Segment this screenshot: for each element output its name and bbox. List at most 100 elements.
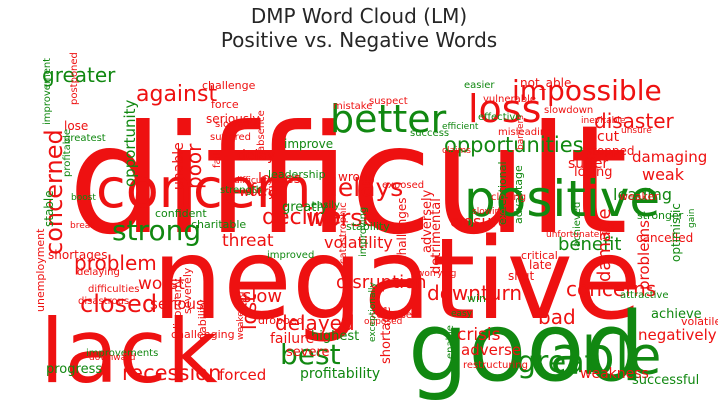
word-losing: losing — [574, 165, 612, 180]
word-mistake: mistake — [333, 101, 372, 112]
word-profitability: profitability — [300, 366, 380, 382]
word-forced: forced — [219, 366, 266, 384]
word-damaging: damaging — [632, 148, 707, 166]
word-highest: highest — [311, 329, 359, 344]
word-against: against — [136, 82, 217, 107]
word-adverse: adverse — [461, 341, 521, 359]
word-shortage: shortage — [379, 306, 394, 364]
word-poor: poor — [182, 143, 206, 189]
word-concerned: concerned — [40, 129, 68, 255]
word-delay: delay — [237, 148, 275, 164]
word-delayed: delayed — [275, 311, 355, 335]
word-bad: bad — [538, 305, 576, 329]
word-inevitable: inevitable — [581, 116, 626, 126]
word-recession: recession — [122, 361, 221, 385]
word-success: success — [410, 128, 449, 139]
word-adversely: adversely — [420, 189, 435, 253]
word-restructuring: restructuring — [463, 360, 528, 371]
word-challenging: challenging — [171, 328, 235, 341]
word-disorderly: disorderly — [171, 278, 184, 333]
word-volatile: volatile — [681, 315, 718, 328]
word-opportunities: opportunities — [444, 133, 584, 157]
word-lack: lack — [40, 300, 218, 403]
word-shortages: shortages — [48, 248, 107, 262]
word-charitable: charitable — [191, 218, 246, 231]
word-suffer: suffer — [568, 156, 608, 172]
word-serious: serious — [150, 295, 204, 313]
word-positive: positive — [464, 170, 660, 228]
word-problem: problem — [74, 251, 157, 275]
word-successful: successful — [632, 373, 699, 388]
word-strong: strong — [112, 214, 201, 247]
word-achieved: achieved — [572, 202, 583, 247]
word-greatest: greatest — [64, 133, 106, 144]
word-break: break — [70, 221, 96, 231]
word-better: better — [330, 97, 447, 141]
word-late: late — [529, 258, 552, 272]
word-confident: confident — [155, 207, 207, 220]
word-collapse: collapse — [371, 310, 412, 321]
word-worrying: worrying — [417, 269, 456, 279]
word-worse: worse — [306, 204, 377, 232]
word-concern: concern — [96, 157, 311, 220]
word-unemployment: unemployment — [34, 228, 47, 312]
word-weaker: weaker — [619, 190, 659, 203]
word-difficulties: difficulties — [88, 284, 139, 295]
word-damage: damage — [594, 208, 615, 282]
word-slowed: slowed — [215, 119, 250, 130]
word-closure: closure — [450, 212, 508, 231]
word-efficient: efficient — [442, 122, 479, 132]
word-unfortunately: unfortunately — [546, 230, 608, 240]
word-disastrous: disastrous — [78, 296, 129, 307]
word-weak: weak — [642, 165, 685, 184]
word-difficulty: difficulty — [234, 176, 274, 186]
word-critical: critical — [521, 249, 558, 262]
word-good: good — [408, 293, 645, 403]
word-benefit: benefit — [558, 234, 621, 255]
word-disaster: disaster — [594, 109, 674, 133]
word-disruption: disruption — [336, 272, 427, 293]
word-attractive: attractive — [620, 290, 668, 301]
word-greatly: greatly — [282, 200, 328, 215]
word-crisis: crisis — [457, 325, 501, 345]
word-able: able — [550, 327, 661, 387]
word-postponed: postponed — [69, 52, 80, 105]
word-gain: gain — [687, 209, 697, 228]
word-claims: claims — [442, 146, 471, 156]
word-difficult: difficult — [68, 94, 628, 268]
word-stable: stable — [42, 190, 56, 227]
word-enable: enable — [445, 325, 456, 359]
word-closing: closing — [491, 192, 526, 203]
word-improvement: improvement — [42, 58, 53, 125]
word-unable: unable — [171, 142, 187, 190]
word-shut: shut — [508, 269, 534, 283]
word-progress: progress — [46, 362, 102, 377]
word-delays: delays — [322, 173, 403, 202]
chart-title: DMP Word Cloud (LM) — [250, 4, 468, 28]
word-advantage: advantage — [512, 165, 525, 224]
word-misleading: misleading — [498, 127, 553, 138]
word-improve: improve — [284, 137, 333, 151]
word-exceptionally: exceptionally — [368, 281, 378, 342]
word-cancelled: cancelled — [636, 231, 693, 245]
word-unsure: unsure — [621, 126, 652, 136]
word-inability: inability — [196, 299, 209, 343]
word-easier: easier — [464, 80, 495, 91]
word-profitable: profitable — [62, 129, 73, 177]
word-lost: lost — [237, 294, 261, 330]
word-not-able: not_able — [520, 76, 571, 90]
word-force: force — [211, 98, 239, 111]
word-opposed: opposed — [364, 317, 402, 327]
word-absence: absence — [256, 110, 267, 152]
word-concerns: concerns — [566, 277, 656, 301]
word-leading: leading — [613, 185, 672, 204]
word-loss: loss — [468, 87, 541, 131]
word-stopped: stopped — [586, 144, 635, 158]
word-detrimental: detrimental — [429, 198, 444, 274]
word-suffered: suffered — [210, 132, 251, 143]
chart-subtitle: Positive vs. Negative Words — [220, 28, 498, 52]
word-win: win — [467, 292, 486, 305]
word-dropped: dropped — [258, 314, 304, 327]
word-severely: severely — [181, 267, 194, 314]
